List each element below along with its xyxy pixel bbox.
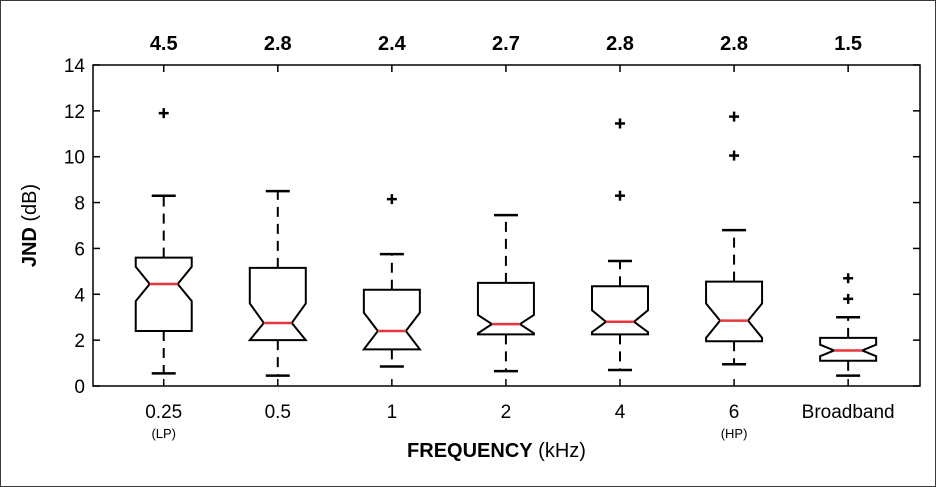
median-value-label: 1.5 bbox=[834, 33, 862, 55]
y-tick-label: 4 bbox=[74, 285, 85, 306]
notched-box bbox=[705, 280, 764, 343]
notched-box bbox=[134, 256, 193, 332]
x-tick-sublabel: (HP) bbox=[721, 426, 748, 441]
box-6 bbox=[705, 111, 764, 366]
x-tick-label: 1 bbox=[387, 402, 398, 423]
x-axis-title: FREQUENCY (kHz) bbox=[407, 440, 586, 462]
x-tick-label: Broadband bbox=[802, 402, 895, 423]
x-axis-title-bold: FREQUENCY bbox=[407, 440, 533, 462]
box-0.25 bbox=[134, 108, 193, 375]
box-4 bbox=[590, 118, 649, 372]
y-tick-label: 14 bbox=[64, 56, 86, 77]
notched-box bbox=[819, 336, 878, 362]
median-value-label: 2.4 bbox=[378, 33, 407, 55]
box-2 bbox=[476, 213, 535, 373]
y-tick-label: 12 bbox=[64, 102, 85, 123]
x-tick-label: 4 bbox=[615, 402, 626, 423]
box-1 bbox=[361, 194, 422, 368]
x-tick-sublabel: (LP) bbox=[151, 426, 176, 441]
notched-box bbox=[590, 285, 649, 336]
y-axis-title: JND (dB) bbox=[19, 184, 41, 267]
y-tick-label: 2 bbox=[74, 331, 85, 352]
boxes bbox=[134, 108, 878, 377]
y-tick-label: 8 bbox=[74, 194, 85, 215]
median-value-label: 4.5 bbox=[150, 33, 178, 55]
notched-box bbox=[476, 281, 535, 336]
y-axis: 0 2 4 6 8 10 12 14 bbox=[64, 56, 920, 398]
notched-box bbox=[361, 288, 422, 351]
median-value-label: 2.8 bbox=[720, 33, 748, 55]
y-axis-title-unit: (dB) bbox=[19, 184, 41, 227]
box-broadband bbox=[819, 273, 878, 377]
x-tick-label: 2 bbox=[501, 402, 512, 423]
x-axis: 0.25 (LP) 0.5 1 2 4 6 (HP) Broadband bbox=[145, 65, 895, 441]
x-tick-label: 6 bbox=[729, 402, 740, 423]
median-value-label: 2.7 bbox=[492, 33, 520, 55]
notched-box bbox=[247, 266, 308, 342]
median-value-label: 2.8 bbox=[264, 33, 292, 55]
y-tick-label: 10 bbox=[64, 148, 85, 169]
y-tick-label: 0 bbox=[74, 377, 85, 398]
x-axis-title-unit: (kHz) bbox=[533, 440, 586, 462]
median-value-label: 2.8 bbox=[606, 33, 634, 55]
x-tick-label: 0.5 bbox=[265, 402, 291, 423]
y-axis-title-bold: JND bbox=[19, 227, 41, 267]
x-tick-label: 0.25 bbox=[145, 402, 182, 423]
y-tick-label: 6 bbox=[74, 239, 85, 260]
median-labels-row: 4.5 2.8 2.4 2.7 2.8 2.8 1.5 bbox=[150, 33, 862, 55]
box-0.5 bbox=[247, 189, 308, 377]
